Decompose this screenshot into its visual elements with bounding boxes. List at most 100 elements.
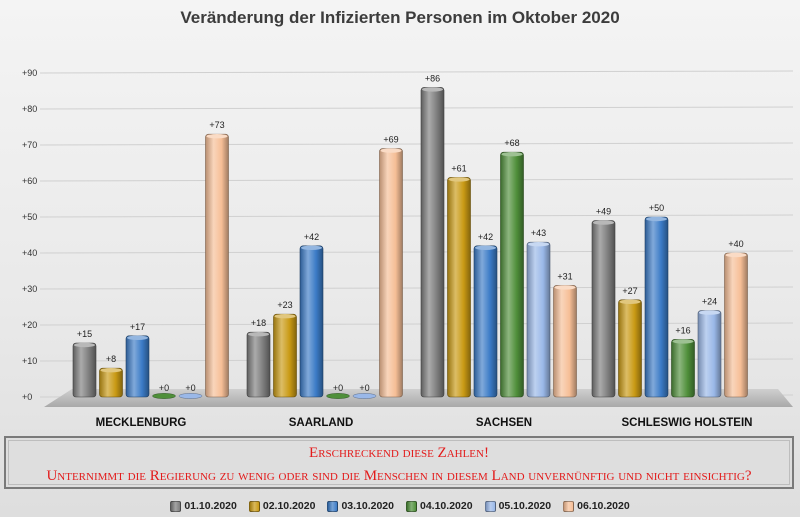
data-label: +31: [557, 271, 572, 281]
bar: [379, 148, 403, 398]
gridline: [39, 214, 794, 218]
legend-label: 01.10.2020: [184, 500, 237, 512]
chart-legend: 01.10.2020 02.10.2020 03.10.2020 04.10.2020…: [0, 497, 800, 515]
bar-top: [380, 148, 402, 153]
bar: [724, 252, 748, 398]
data-label: +15: [77, 329, 92, 339]
bar: [697, 310, 722, 398]
legend-swatch: [484, 500, 496, 512]
bar-top: [725, 252, 747, 258]
y-tick-label: +80: [22, 104, 37, 114]
data-label: +17: [130, 322, 145, 332]
bar: [618, 299, 642, 398]
bar: [352, 393, 377, 399]
bar-top: [528, 242, 549, 247]
legend-label: 06.10.2020: [577, 500, 630, 512]
bar: [526, 241, 551, 398]
data-label: +27: [622, 286, 637, 296]
data-label: +0: [359, 383, 369, 393]
data-label: +49: [596, 207, 611, 217]
bar: [299, 245, 324, 398]
category-label: MECKLENBURG: [96, 417, 187, 429]
legend-label: 03.10.2020: [341, 500, 394, 512]
bar-top: [475, 245, 496, 250]
legend-label: 05.10.2020: [498, 500, 552, 512]
bar-top: [301, 245, 322, 250]
bar-top: [274, 314, 296, 319]
annotation-line-2: Unternimmt die Regierung zu wenig oder s…: [46, 468, 752, 484]
bar-top: [646, 216, 667, 222]
bar: [99, 367, 123, 398]
gridline: [39, 106, 794, 110]
gridline: [39, 178, 794, 182]
category-label: SAARLAND: [289, 417, 354, 429]
chart-title: Veränderung der Infizierten Personen im …: [180, 8, 620, 27]
legend-swatch: [327, 500, 339, 512]
data-label: +8: [106, 354, 116, 364]
gridline: [39, 70, 794, 74]
data-label: +16: [675, 325, 690, 335]
data-label: +42: [304, 232, 319, 242]
y-tick-label: +20: [22, 320, 37, 330]
y-tick-label: +90: [22, 68, 37, 78]
gridline: [39, 142, 794, 146]
legend-item: 06.10.2020: [563, 500, 630, 512]
bar: [420, 87, 445, 398]
bar: [152, 393, 176, 399]
bar: [72, 342, 97, 398]
legend-swatch: [248, 500, 260, 512]
annotation-line-1: Erschreckend diese Zahlen!: [309, 445, 489, 461]
data-label: +73: [209, 120, 224, 130]
bar-top: [501, 152, 523, 157]
bar: [273, 313, 297, 398]
category-label: SACHSEN: [476, 417, 532, 429]
bar-top: [127, 335, 148, 340]
data-label: +50: [649, 203, 664, 213]
bar: [246, 331, 271, 398]
y-tick-label: +30: [22, 284, 37, 294]
legend-item: 05.10.2020: [484, 500, 552, 512]
bar-top: [672, 339, 694, 344]
plot-area: +0 +10 +20 +30 +40 +50 +60 +70 +80 +90 +15 +8 +17 +0…: [22, 68, 794, 429]
gridline: [39, 250, 794, 254]
data-label: +69: [383, 135, 398, 145]
bar: [671, 339, 695, 398]
legend-item: 04.10.2020: [406, 500, 473, 512]
bar: [205, 133, 229, 398]
legend-label: 04.10.2020: [420, 500, 473, 512]
bar: [591, 220, 616, 398]
bar: [125, 335, 150, 398]
y-tick-label: +60: [22, 176, 37, 186]
bar: [178, 393, 203, 399]
y-tick-label: +40: [22, 248, 37, 258]
data-label: +23: [277, 300, 292, 310]
category-label: SCHLESWIG HOLSTEIN: [622, 417, 753, 429]
legend-item: 03.10.2020: [327, 500, 394, 512]
bar-top: [248, 332, 269, 337]
y-tick-label: +10: [22, 356, 37, 366]
bar: [447, 177, 471, 398]
data-label: +43: [531, 228, 546, 238]
bar: [553, 285, 577, 398]
data-label: +18: [251, 318, 266, 328]
data-label: +42: [478, 232, 493, 242]
y-tick-label: +70: [22, 140, 37, 150]
gridline: [39, 286, 794, 290]
legend-item: 01.10.2020: [170, 500, 237, 512]
bar-top: [74, 342, 95, 348]
bar-top: [206, 134, 228, 139]
legend-label: 02.10.2020: [262, 500, 316, 512]
bar-top: [619, 299, 641, 304]
data-label: +68: [504, 138, 519, 148]
bar: [473, 245, 498, 398]
bar-top: [699, 310, 720, 315]
legend-item: 02.10.2020: [248, 500, 316, 512]
annotation-box: Erschreckend diese Zahlen! Unternimmt di…: [4, 436, 794, 489]
bar-top: [422, 87, 443, 92]
legend-swatch: [563, 500, 575, 512]
legend-swatch: [170, 500, 182, 512]
data-label: +40: [728, 239, 743, 249]
bar-top: [448, 177, 470, 182]
bar: [644, 216, 669, 398]
